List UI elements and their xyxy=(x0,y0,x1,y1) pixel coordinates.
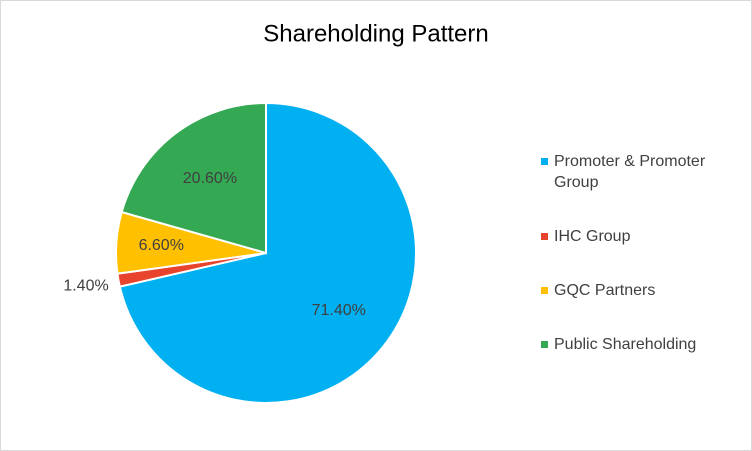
legend-label: Promoter & Promoter Group xyxy=(554,153,706,191)
legend-item: Promoter & Promoter Group xyxy=(541,151,741,193)
pie-slice xyxy=(120,101,267,255)
legend-swatch xyxy=(541,158,548,165)
legend-label: Public Shareholding xyxy=(554,336,697,353)
legend-item: IHC Group xyxy=(541,226,741,247)
legend: Promoter & Promoter Group IHC Group GQC Pa… xyxy=(541,151,741,388)
pie-slice xyxy=(118,101,417,404)
legend-swatch xyxy=(541,287,548,294)
legend-swatch xyxy=(541,233,548,240)
data-label: 1.40% xyxy=(63,277,108,294)
legend-swatch xyxy=(541,341,548,348)
legend-item: Public Shareholding xyxy=(541,334,741,355)
legend-item: GQC Partners xyxy=(541,280,741,301)
data-label: 6.60% xyxy=(139,237,184,254)
legend-label: IHC Group xyxy=(554,228,631,245)
data-label: 20.60% xyxy=(183,170,237,187)
chart-title: Shareholding Pattern xyxy=(263,20,489,47)
data-label: 71.40% xyxy=(312,302,366,319)
legend-label: GQC Partners xyxy=(554,282,656,299)
